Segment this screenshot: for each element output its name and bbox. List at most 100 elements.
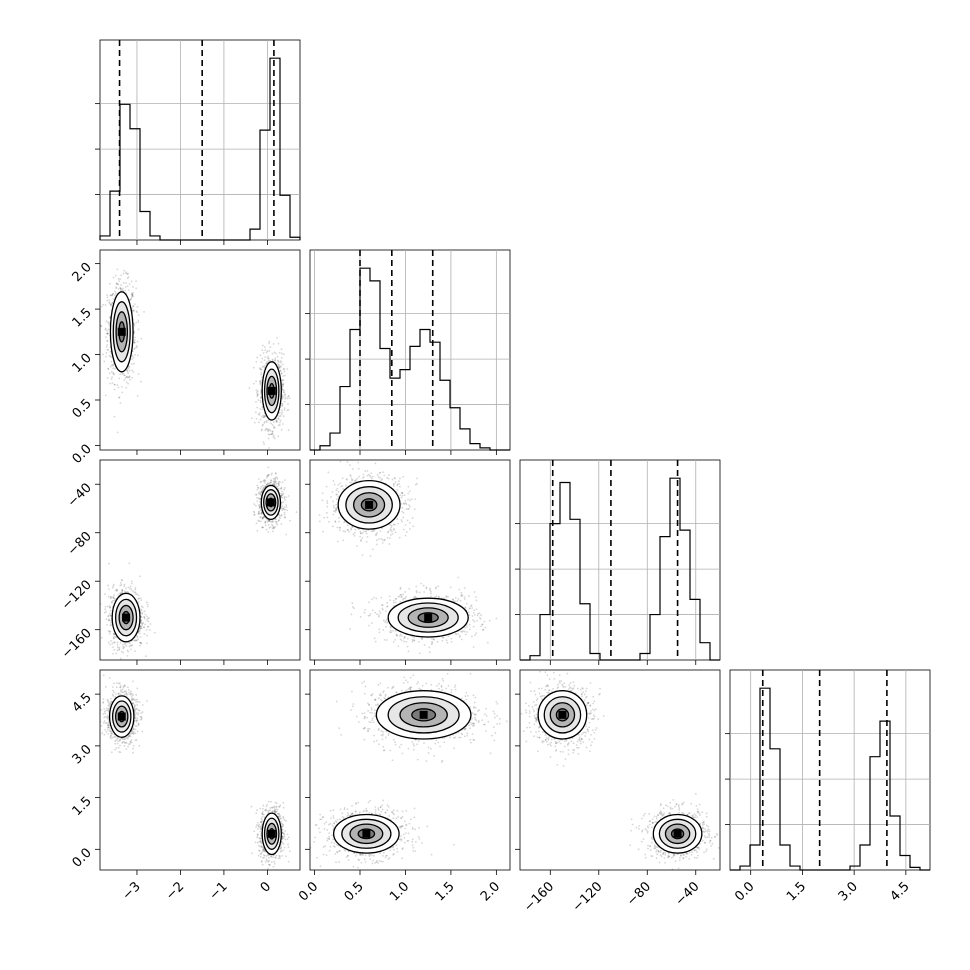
sample-point xyxy=(409,505,411,508)
sample-point xyxy=(280,523,283,525)
sample-point xyxy=(119,287,122,290)
sample-point xyxy=(100,636,103,639)
sample-point xyxy=(369,476,372,479)
sample-point xyxy=(125,369,128,372)
sample-point xyxy=(284,393,287,396)
sample-point xyxy=(121,589,123,592)
sample-point xyxy=(382,619,385,622)
sample-point xyxy=(132,295,135,297)
sample-point xyxy=(282,488,285,491)
sample-point xyxy=(256,395,259,398)
sample-point xyxy=(116,662,118,664)
sample-point xyxy=(273,434,275,437)
sample-point xyxy=(339,527,342,529)
sample-point xyxy=(261,517,264,520)
sample-point xyxy=(102,353,104,356)
sample-point xyxy=(261,415,263,418)
sample-point xyxy=(259,401,262,404)
sample-point xyxy=(260,492,263,495)
sample-point xyxy=(323,516,326,519)
sample-point xyxy=(371,477,373,480)
sample-point xyxy=(398,595,401,598)
sample-point xyxy=(153,631,156,634)
sample-point xyxy=(382,608,384,611)
sample-point xyxy=(266,475,269,478)
sample-point xyxy=(106,294,108,297)
sample-point xyxy=(118,396,120,399)
sample-point xyxy=(258,498,261,500)
sample-point xyxy=(341,485,344,487)
sample-point xyxy=(113,594,116,596)
sample-point xyxy=(359,615,362,618)
sample-point xyxy=(111,302,114,304)
sample-point xyxy=(107,630,110,632)
sample-point xyxy=(401,492,404,494)
sample-point xyxy=(282,383,284,385)
sample-point xyxy=(450,637,453,640)
sample-point xyxy=(274,359,277,361)
sample-point xyxy=(132,305,135,307)
scatter-panel-1-2 xyxy=(309,459,511,661)
sample-point xyxy=(96,302,98,304)
sample-point xyxy=(132,371,135,373)
sample-point xyxy=(265,427,268,430)
sample-point xyxy=(262,517,265,520)
sample-point xyxy=(140,621,143,623)
sample-point xyxy=(334,510,337,513)
sample-point xyxy=(121,289,124,292)
sample-point xyxy=(113,632,115,635)
sample-point xyxy=(381,607,384,610)
sample-point xyxy=(367,614,370,617)
sample-point xyxy=(128,376,131,379)
sample-point xyxy=(408,504,410,507)
sample-point xyxy=(253,514,256,516)
sample-point xyxy=(134,593,137,596)
sample-point xyxy=(265,428,268,431)
sample-point xyxy=(131,664,133,666)
sample-point xyxy=(123,646,126,649)
sample-point xyxy=(125,386,127,389)
sample-point xyxy=(380,479,383,482)
sample-point xyxy=(333,510,335,513)
sample-point xyxy=(140,627,142,630)
sample-point xyxy=(379,530,382,533)
sample-point xyxy=(124,377,127,379)
sample-point xyxy=(281,496,284,499)
sample-point xyxy=(407,508,409,510)
sample-point xyxy=(144,655,147,658)
sample-point xyxy=(408,490,411,493)
sample-point xyxy=(110,640,112,642)
sample-point xyxy=(113,597,116,600)
sample-point xyxy=(107,614,110,617)
sample-point xyxy=(123,590,126,593)
sample-point xyxy=(119,278,122,281)
sample-point xyxy=(267,473,270,476)
sample-point xyxy=(130,363,133,365)
sample-point xyxy=(328,520,330,523)
sample-point xyxy=(402,593,405,596)
sample-point xyxy=(257,492,260,495)
sample-point xyxy=(110,601,113,603)
sample-point xyxy=(124,643,127,645)
sample-point xyxy=(268,349,271,352)
sample-point xyxy=(435,586,438,589)
sample-point xyxy=(140,627,143,630)
sample-point xyxy=(335,508,338,511)
sample-point xyxy=(140,599,143,602)
sample-point xyxy=(450,640,453,643)
sample-point xyxy=(107,595,110,598)
sample-point xyxy=(393,485,395,488)
sample-point xyxy=(280,514,283,516)
sample-point xyxy=(361,554,364,557)
sample-point xyxy=(363,611,366,614)
sample-point xyxy=(104,605,107,608)
sample-point xyxy=(136,340,139,343)
sample-point xyxy=(266,474,269,477)
sample-point xyxy=(147,620,150,623)
sample-point xyxy=(267,531,270,534)
sample-point xyxy=(107,584,109,587)
sample-point xyxy=(416,477,418,480)
sample-point xyxy=(129,298,132,301)
sample-point xyxy=(109,630,112,633)
sample-point xyxy=(269,359,272,362)
